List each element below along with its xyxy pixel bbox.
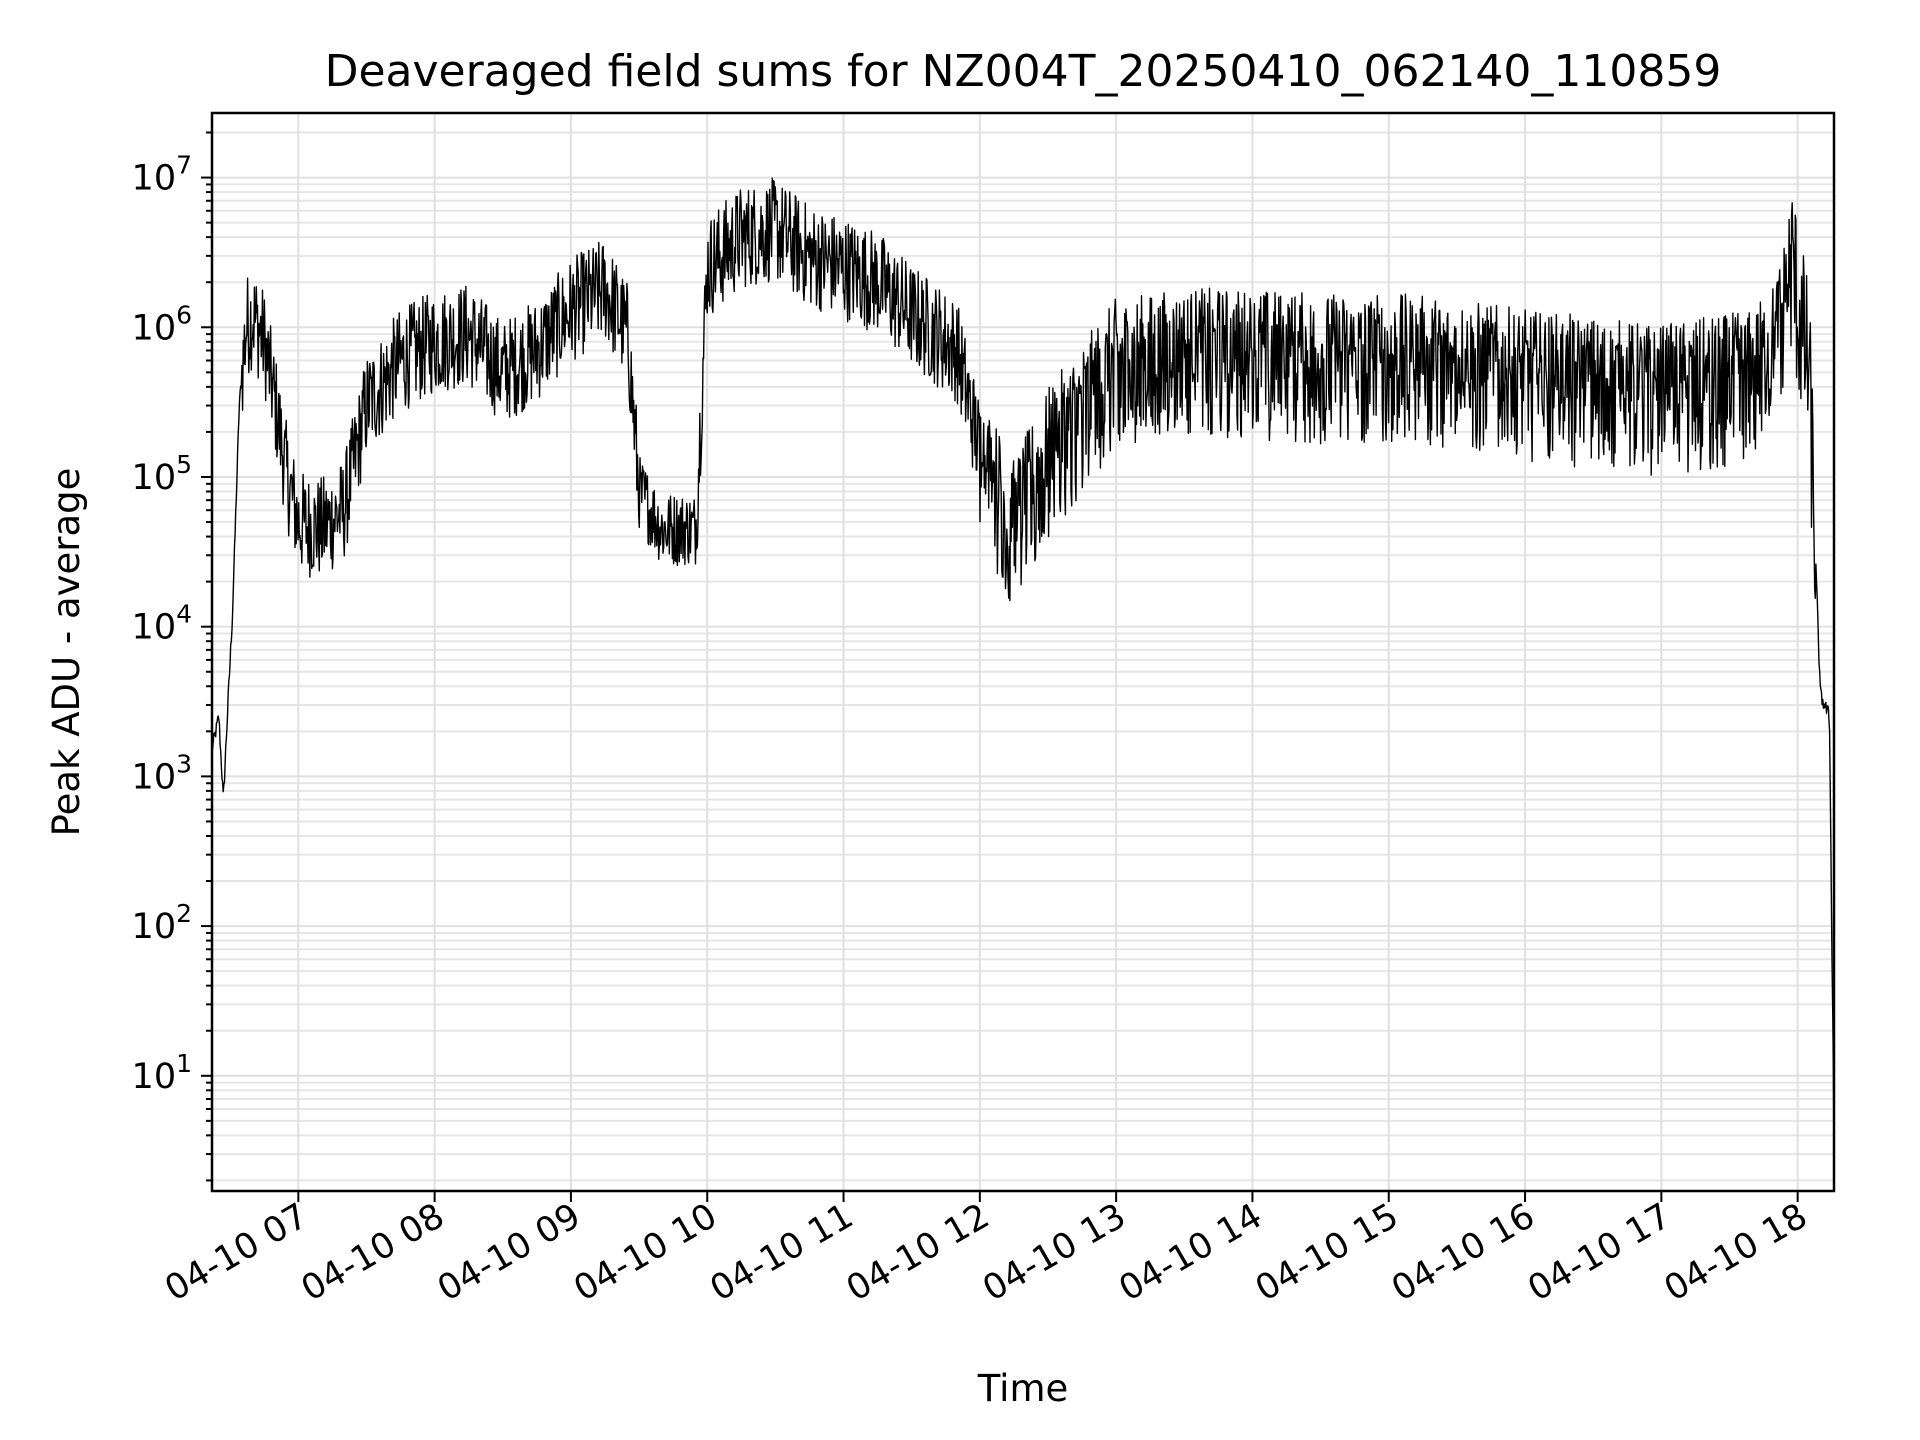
x-tick-label: 04-10 09 bbox=[431, 1196, 587, 1309]
y-tick-label: 106 bbox=[132, 300, 192, 348]
x-tick-label: 04-10 17 bbox=[1522, 1196, 1678, 1309]
x-tick-label: 04-10 14 bbox=[1113, 1196, 1269, 1309]
plot-frame bbox=[212, 113, 1834, 1191]
y-tick-exponent: 6 bbox=[176, 300, 192, 329]
y-tick-base: 10 bbox=[132, 308, 177, 348]
y-axis-label: Peak ADU - average bbox=[45, 468, 88, 837]
y-tick-base: 10 bbox=[132, 159, 177, 199]
x-tick-label: 04-10 18 bbox=[1658, 1196, 1814, 1309]
y-tick-exponent: 7 bbox=[176, 151, 192, 180]
y-tick-exponent: 1 bbox=[176, 1049, 192, 1078]
chart-title: Deaveraged field sums for NZ004T_2025041… bbox=[325, 46, 1722, 97]
x-axis-label: Time bbox=[977, 1367, 1069, 1410]
y-tick-label: 101 bbox=[132, 1049, 192, 1097]
y-tick-base: 10 bbox=[132, 907, 177, 947]
y-tick-exponent: 3 bbox=[176, 749, 192, 778]
y-tick-label: 104 bbox=[132, 600, 192, 648]
y-tick-base: 10 bbox=[132, 1057, 177, 1097]
y-tick-label: 105 bbox=[132, 450, 192, 498]
y-tick-exponent: 5 bbox=[176, 450, 192, 479]
y-tick-base: 10 bbox=[132, 458, 177, 498]
x-tick-label: 04-10 10 bbox=[567, 1196, 723, 1309]
y-tick-exponent: 2 bbox=[176, 899, 192, 928]
y-tick-label: 102 bbox=[132, 899, 192, 947]
x-tick-label: 04-10 11 bbox=[704, 1196, 860, 1309]
y-tick-label: 103 bbox=[132, 749, 192, 797]
x-tick-label: 04-10 16 bbox=[1385, 1196, 1541, 1309]
y-tick-base: 10 bbox=[132, 608, 177, 648]
x-tick-label: 04-10 07 bbox=[159, 1196, 315, 1309]
x-tick-label: 04-10 12 bbox=[840, 1196, 996, 1309]
grid-layer bbox=[212, 113, 1834, 1191]
x-tick-label: 04-10 15 bbox=[1249, 1196, 1405, 1309]
y-tick-base: 10 bbox=[132, 757, 177, 797]
y-tick-label: 107 bbox=[132, 151, 192, 199]
x-tick-label: 04-10 08 bbox=[295, 1196, 451, 1309]
x-tick-label: 04-10 13 bbox=[976, 1196, 1132, 1309]
series-line bbox=[212, 178, 1834, 1137]
y-tick-exponent: 4 bbox=[176, 600, 192, 629]
